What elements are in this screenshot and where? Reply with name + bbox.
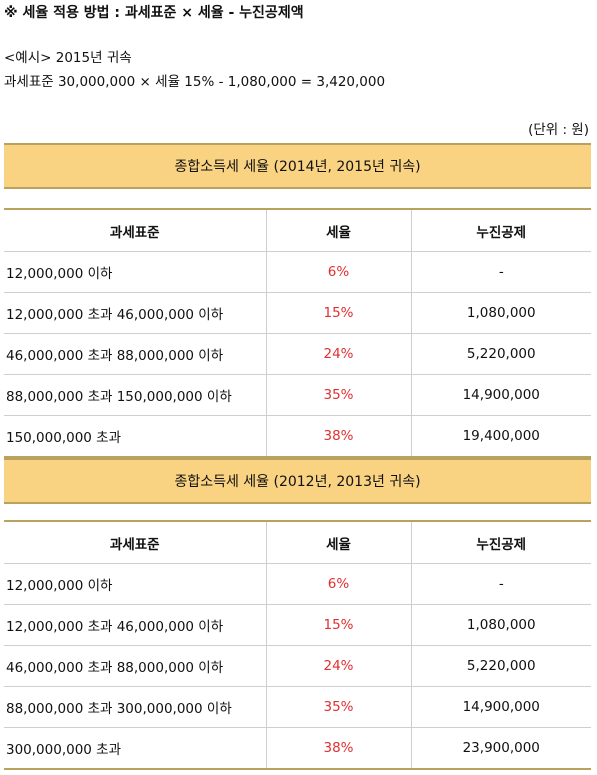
cell-base: 12,000,000 이하	[4, 563, 267, 605]
cell-rate: 38%	[266, 415, 412, 458]
table-row: 12,000,000 초과 46,000,000 이하 15% 1,080,00…	[4, 292, 591, 334]
cell-deduction: -	[411, 251, 591, 293]
table-row: 12,000,000 초과 46,000,000 이하 15% 1,080,00…	[4, 604, 591, 646]
cell-base: 150,000,000 초과	[4, 415, 267, 458]
tax-rate-table-2012-2013: 과세표준 세율 누진공제 12,000,000 이하 6% - 12,000,0…	[4, 522, 591, 770]
tax-rate-table-2014-2015: 과세표준 세율 누진공제 12,000,000 이하 6% - 12,000,0…	[4, 210, 591, 458]
table-header-row: 과세표준 세율 누진공제	[4, 522, 591, 564]
cell-deduction: 14,900,000	[411, 686, 591, 728]
cell-deduction: 14,900,000	[411, 374, 591, 416]
column-header-deduction: 누진공제	[411, 210, 591, 252]
cell-deduction: 1,080,000	[411, 604, 591, 646]
cell-rate: 24%	[266, 645, 412, 687]
cell-deduction: 5,220,000	[411, 333, 591, 375]
cell-rate: 35%	[266, 374, 412, 416]
example-label: <예시> 2015년 귀속	[4, 50, 132, 66]
column-header-rate: 세율	[266, 522, 412, 564]
formula-heading: ※ 세율 적용 방법 : 과세표준 × 세율 - 누진공제액	[4, 5, 304, 21]
cell-rate: 38%	[266, 727, 412, 770]
cell-base: 12,000,000 이하	[4, 251, 267, 293]
cell-base: 46,000,000 초과 88,000,000 이하	[4, 333, 267, 375]
table-row: 12,000,000 이하 6% -	[4, 563, 591, 605]
cell-base: 88,000,000 초과 300,000,000 이하	[4, 686, 267, 728]
column-header-base: 과세표준	[4, 210, 267, 252]
column-header-base: 과세표준	[4, 522, 267, 564]
table-row: 300,000,000 초과 38% 23,900,000	[4, 727, 591, 770]
cell-rate: 24%	[266, 333, 412, 375]
cell-base: 12,000,000 초과 46,000,000 이하	[4, 604, 267, 646]
cell-rate: 6%	[266, 251, 412, 293]
column-header-deduction: 누진공제	[411, 522, 591, 564]
table-row: 12,000,000 이하 6% -	[4, 251, 591, 293]
cell-base: 12,000,000 초과 46,000,000 이하	[4, 292, 267, 334]
unit-label: (단위 : 원)	[528, 122, 589, 138]
table-row: 150,000,000 초과 38% 19,400,000	[4, 415, 591, 458]
cell-deduction: -	[411, 563, 591, 605]
cell-rate: 15%	[266, 292, 412, 334]
cell-base: 300,000,000 초과	[4, 727, 267, 770]
table-top-rule	[4, 520, 591, 522]
cell-deduction: 23,900,000	[411, 727, 591, 770]
cell-deduction: 19,400,000	[411, 415, 591, 458]
example-calculation: 과세표준 30,000,000 × 세율 15% - 1,080,000 = 3…	[4, 74, 386, 90]
table-title-2014-2015: 종합소득세 세율 (2014년, 2015년 귀속)	[4, 143, 591, 189]
table-title-2012-2013: 종합소득세 세율 (2012년, 2013년 귀속)	[4, 458, 591, 504]
table-header-row: 과세표준 세율 누진공제	[4, 210, 591, 252]
table-row: 88,000,000 초과 300,000,000 이하 35% 14,900,…	[4, 686, 591, 728]
cell-base: 88,000,000 초과 150,000,000 이하	[4, 374, 267, 416]
cell-rate: 35%	[266, 686, 412, 728]
column-header-rate: 세율	[266, 210, 412, 252]
table-row: 88,000,000 초과 150,000,000 이하 35% 14,900,…	[4, 374, 591, 416]
table-top-rule	[4, 208, 591, 210]
cell-rate: 6%	[266, 563, 412, 605]
table-row: 46,000,000 초과 88,000,000 이하 24% 5,220,00…	[4, 645, 591, 687]
cell-base: 46,000,000 초과 88,000,000 이하	[4, 645, 267, 687]
cell-rate: 15%	[266, 604, 412, 646]
cell-deduction: 5,220,000	[411, 645, 591, 687]
table-row: 46,000,000 초과 88,000,000 이하 24% 5,220,00…	[4, 333, 591, 375]
cell-deduction: 1,080,000	[411, 292, 591, 334]
